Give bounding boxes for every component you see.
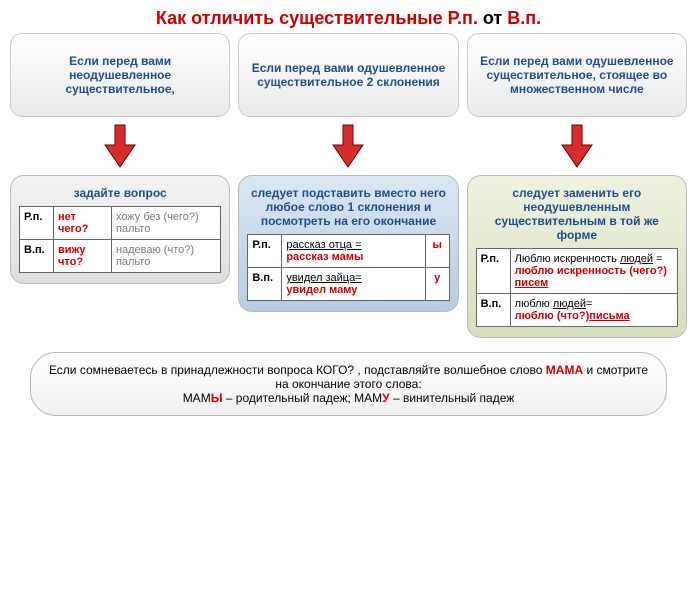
- question-cell: вижу что?: [54, 240, 112, 273]
- example-cell: надеваю (что?) пальто: [111, 240, 220, 273]
- substitution-cell: увидел зайца= увидел маму: [282, 268, 425, 301]
- replace-cell: люблю людей= люблю (что?)письма: [510, 294, 677, 327]
- under1: людей: [620, 253, 653, 265]
- panel-2: следует подставить вместо него любое сло…: [238, 175, 458, 312]
- table-1: Р.п. нет чего? хожу без (чего?) пальто В…: [19, 206, 221, 273]
- panel-heading-1: задайте вопрос: [19, 186, 221, 200]
- column-2: Если перед вами одушевленное существител…: [238, 33, 458, 338]
- under2: письма: [589, 310, 629, 322]
- table-row: Р.п. нет чего? хожу без (чего?) пальто: [20, 207, 221, 240]
- panel-heading-3: следует заменить его неодушевленным суще…: [476, 186, 678, 242]
- eq: =: [586, 298, 592, 310]
- column-1: Если перед вами неодушевленное существит…: [10, 33, 230, 338]
- footer-case-b: – винительный падеж: [390, 391, 515, 405]
- table-row: В.п. вижу что? надеваю (что?) пальто: [20, 240, 221, 273]
- case-label: В.п.: [20, 240, 54, 273]
- substitution-cell: рассказ отца = рассказ мамы: [282, 235, 425, 268]
- plain-text: рассказ отца =: [286, 239, 361, 251]
- footer-case-a: – родительный падеж;: [222, 391, 354, 405]
- condition-box-3: Если перед вами одушевленное существител…: [467, 33, 687, 117]
- title-part2: Р.п.: [448, 8, 478, 28]
- column-3: Если перед вами одушевленное существител…: [467, 33, 687, 338]
- line1: Люблю искренность: [515, 253, 620, 265]
- case-label: В.п.: [476, 294, 510, 327]
- table-row: Р.п. рассказ отца = рассказ мамы ы: [248, 235, 449, 268]
- table-row: Р.п. Люблю искренность людей = люблю иск…: [476, 249, 677, 294]
- footer-pre: Если сомневаетесь в принадлежности вопро…: [49, 363, 546, 377]
- condition-text-1: Если перед вами неодушевленное существит…: [19, 54, 221, 96]
- red-text: рассказ мам: [286, 251, 354, 263]
- table-2: Р.п. рассказ отца = рассказ мамы ы В.п. …: [247, 234, 449, 301]
- table-row: В.п. увидел зайца= увидел маму у: [248, 268, 449, 301]
- footer-end-u: У: [382, 391, 389, 405]
- panel-heading-2: следует подставить вместо него любое сло…: [247, 186, 449, 228]
- ending-inline: ы: [354, 251, 363, 263]
- columns-container: Если перед вами неодушевленное существит…: [0, 33, 697, 338]
- under2: писем: [515, 277, 549, 289]
- page-title: Как отличить существительные Р.п. от В.п…: [0, 0, 697, 33]
- panel-1: задайте вопрос Р.п. нет чего? хожу без (…: [10, 175, 230, 284]
- ending-cell: ы: [425, 235, 449, 268]
- footer-hint-box: Если сомневаетесь в принадлежности вопро…: [30, 352, 667, 416]
- condition-text-3: Если перед вами одушевленное существител…: [476, 54, 678, 96]
- table-3: Р.п. Люблю искренность людей = люблю иск…: [476, 248, 678, 327]
- condition-box-1: Если перед вами неодушевленное существит…: [10, 33, 230, 117]
- arrow-down-icon: [557, 123, 597, 169]
- line1: люблю: [515, 298, 553, 310]
- red-line: люблю (что?): [515, 310, 590, 322]
- footer-mamu: МАМ: [354, 391, 382, 405]
- question-cell: нет чего?: [54, 207, 112, 240]
- replace-cell: Люблю искренность людей = люблю искренно…: [510, 249, 677, 294]
- panel-3: следует заменить его неодушевленным суще…: [467, 175, 687, 338]
- case-label: Р.п.: [20, 207, 54, 240]
- footer-end-y: Ы: [211, 391, 223, 405]
- ending-inline: у: [351, 284, 357, 296]
- under1: людей: [553, 298, 586, 310]
- case-label: В.п.: [248, 268, 282, 301]
- case-label: Р.п.: [248, 235, 282, 268]
- table-row: В.п. люблю людей= люблю (что?)письма: [476, 294, 677, 327]
- case-label: Р.п.: [476, 249, 510, 294]
- condition-box-2: Если перед вами одушевленное существител…: [238, 33, 458, 117]
- ending-cell: у: [425, 268, 449, 301]
- eq: =: [653, 253, 662, 265]
- red-line: люблю искренность (чего?): [515, 265, 667, 277]
- example-cell: хожу без (чего?) пальто: [111, 207, 220, 240]
- arrow-down-icon: [328, 123, 368, 169]
- condition-text-2: Если перед вами одушевленное существител…: [247, 61, 449, 89]
- plain-text: увидел зайца=: [286, 272, 361, 284]
- red-text: увидел мам: [286, 284, 351, 296]
- footer-mamy: МАМ: [183, 391, 211, 405]
- title-part3: от: [478, 8, 507, 28]
- title-part1: Как отличить существительные: [156, 8, 448, 28]
- title-part4: В.п.: [507, 8, 541, 28]
- footer-word: МАМА: [546, 363, 583, 377]
- arrow-down-icon: [100, 123, 140, 169]
